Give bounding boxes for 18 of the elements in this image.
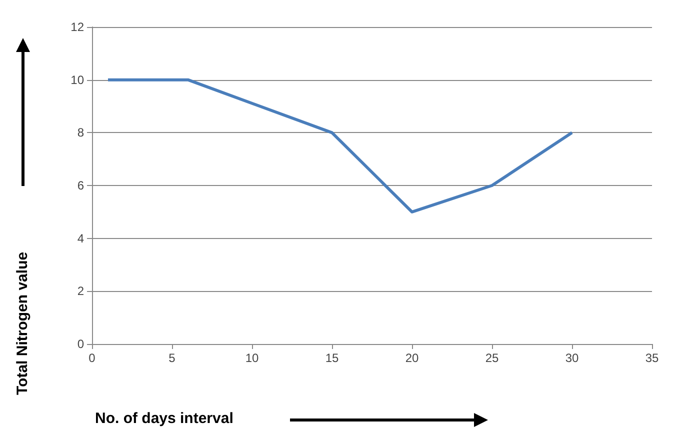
y-tick-label: 4	[77, 231, 84, 246]
x-tick-label: 5	[168, 351, 176, 365]
y-tick-label: 2	[77, 284, 84, 298]
x-tick-label: 15	[325, 351, 339, 365]
y-tick-label: 10	[70, 72, 84, 87]
x-tick-label: 10	[245, 351, 259, 365]
x-tick-label: 30	[565, 351, 579, 365]
x-tick-label: 35	[645, 351, 659, 365]
y-axis-title: Total Nitrogen value	[14, 252, 31, 395]
x-tick-label: 20	[405, 351, 419, 365]
y-tick-label: 12	[70, 20, 84, 34]
y-tick-label: 0	[77, 337, 84, 351]
y-tick-label: 8	[77, 126, 84, 140]
x-tick-label: 25	[485, 351, 499, 365]
y-tick-label: 6	[77, 178, 84, 192]
x-axis-title: No. of days interval	[95, 410, 234, 427]
x-tick-label: 0	[88, 351, 96, 365]
line-series	[106, 78, 574, 214]
